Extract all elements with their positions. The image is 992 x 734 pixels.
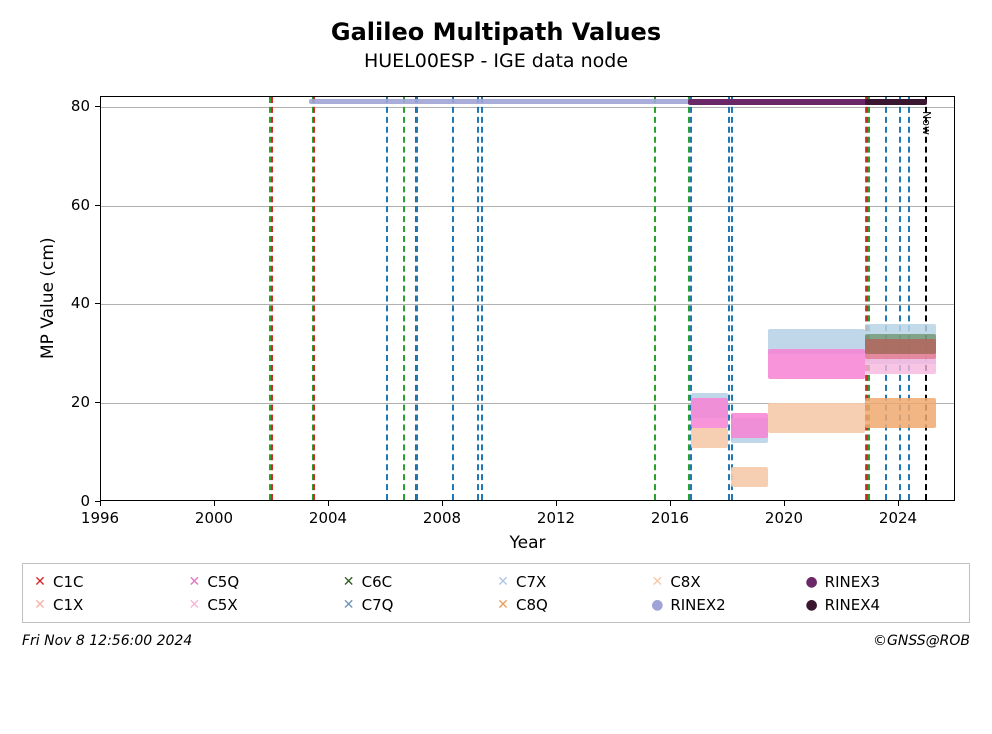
legend-item-C1X: ✕ C1X [33,593,187,616]
event-vline [386,97,388,500]
x-tick-label: 2012 [531,509,581,527]
x-tick [214,501,215,506]
y-tick-label: 0 [50,492,90,510]
footer-timestamp: Fri Nov 8 12:56:00 2024 [22,633,192,649]
legend-item-C7Q: ✕ C7Q [342,593,496,616]
series-C8X-a [691,428,728,448]
legend-marker-icon: ✕ [187,575,201,589]
legend-label: C5Q [207,573,239,591]
series-C8X-c [768,403,865,433]
legend-item-RINEX2: ● RINEX2 [650,593,804,616]
legend-label: C1X [53,596,83,614]
legend-marker-icon: ✕ [496,575,510,589]
legend-marker-icon: ✕ [342,575,356,589]
legend-label: C7X [516,573,546,591]
x-tick-label: 1996 [75,509,125,527]
gridline [101,304,954,305]
series-C5Q-a [691,398,728,428]
event-vline [416,97,418,500]
chart-subtitle: HUEL00ESP - IGE data node [0,50,992,72]
x-tick [328,501,329,506]
plot-area: Now [100,96,955,501]
legend-marker-icon: ✕ [650,575,664,589]
y-tick [95,205,100,206]
legend-item-C1C: ✕ C1C [33,570,187,593]
x-tick-label: 2016 [645,509,695,527]
event-vline [481,97,483,500]
y-tick-label: 80 [50,97,90,115]
legend-marker-icon: ✕ [342,598,356,612]
legend-marker-icon: ● [805,598,819,612]
legend-marker-icon: ✕ [33,575,47,589]
x-tick-label: 2024 [873,509,923,527]
legend-label: C8X [670,573,700,591]
x-tick-label: 2000 [189,509,239,527]
legend-label: RINEX3 [825,573,880,591]
legend-label: RINEX2 [670,596,725,614]
legend-label: C5X [207,596,237,614]
event-vline [403,97,405,500]
series-C8X-b [731,467,768,487]
y-tick-label: 20 [50,393,90,411]
event-vline [313,97,315,500]
event-vline [452,97,454,500]
x-axis-label: Year [100,533,955,553]
gridline [101,107,954,108]
x-tick [556,501,557,506]
event-vline [728,97,730,500]
x-tick [898,501,899,506]
footer-copyright: ©GNSS@ROB [873,633,970,649]
legend-marker-icon: ✕ [187,598,201,612]
y-tick-label: 60 [50,196,90,214]
event-vline [899,97,901,500]
now-label: Now [920,111,933,135]
x-tick [100,501,101,506]
event-vline [925,97,927,500]
series-C5Q-c [768,349,865,379]
legend-marker-icon: ✕ [33,598,47,612]
legend-item-RINEX3: ● RINEX3 [805,570,959,593]
series-C1C-d [865,339,936,359]
legend-marker-icon: ● [805,575,819,589]
chart-title: Galileo Multipath Values [0,18,992,46]
legend-item-C8X: ✕ C8X [650,570,804,593]
legend-item-C5X: ✕ C5X [187,593,341,616]
rinex-band-RINEX2 [309,99,691,104]
y-tick-label: 40 [50,294,90,312]
legend-label: RINEX4 [825,596,880,614]
event-vline [271,97,273,500]
legend-item-C7X: ✕ C7X [496,570,650,593]
x-tick [670,501,671,506]
legend-item-C6C: ✕ C6C [342,570,496,593]
event-vline [908,97,910,500]
legend-marker-icon: ● [650,598,664,612]
legend-item-RINEX4: ● RINEX4 [805,593,959,616]
x-tick-label: 2020 [759,509,809,527]
event-vline [654,97,656,500]
x-tick [784,501,785,506]
x-tick-label: 2004 [303,509,353,527]
series-C8Q-d [865,398,936,428]
gridline [101,206,954,207]
legend-label: C6C [362,573,393,591]
legend-label: C7Q [362,596,394,614]
x-tick [442,501,443,506]
legend: ✕C1C✕C5Q✕C6C✕C7X✕C8X●RINEX3✕C1X✕C5X✕C7Q✕… [22,563,970,623]
event-vline [885,97,887,500]
event-vline [477,97,479,500]
legend-item-C8Q: ✕ C8Q [496,593,650,616]
rinex-band-RINEX4 [865,99,928,105]
y-tick [95,106,100,107]
legend-marker-icon: ✕ [496,598,510,612]
legend-item-C5Q: ✕ C5Q [187,570,341,593]
x-tick-label: 2008 [417,509,467,527]
y-tick [95,402,100,403]
series-C5Q-b [731,413,768,438]
y-tick [95,303,100,304]
legend-label: C8Q [516,596,548,614]
event-vline [866,97,868,500]
legend-label: C1C [53,573,84,591]
